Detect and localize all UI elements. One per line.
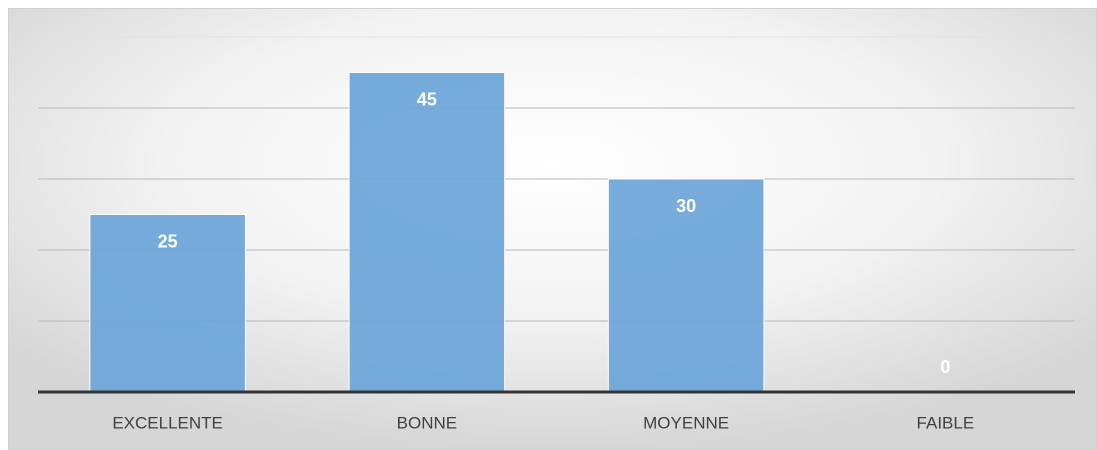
x-tick-label: BONNE <box>397 413 457 432</box>
x-tick-label: MOYENNE <box>643 413 729 432</box>
bar <box>607 178 765 393</box>
x-tick-label: EXCELLENTE <box>112 413 223 432</box>
data-label: 30 <box>676 196 696 216</box>
data-label: 25 <box>158 231 178 251</box>
bar <box>348 72 506 393</box>
bar <box>89 214 246 393</box>
data-label: 0 <box>940 357 950 377</box>
data-label: 45 <box>417 89 437 109</box>
x-tick-label: FAIBLE <box>917 413 975 432</box>
